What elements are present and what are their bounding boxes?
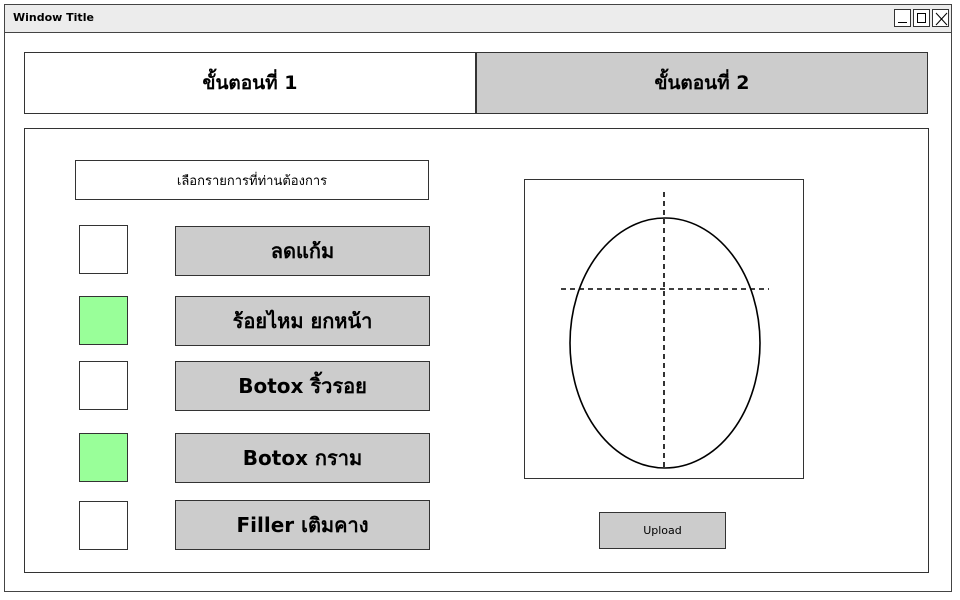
upload-button-label: Upload — [643, 524, 682, 537]
tab-step-2[interactable]: ขั้นตอนที่ 2 — [476, 52, 928, 114]
minimize-icon[interactable] — [894, 9, 911, 27]
option-label-5: Filler เติมคาง — [236, 513, 369, 537]
tab-step-1[interactable]: ขั้นตอนที่ 1 — [24, 52, 476, 114]
option-checkbox-4[interactable] — [79, 433, 128, 482]
option-label-2: ร้อยไหม ยกหน้า — [232, 309, 373, 333]
window-controls — [894, 9, 949, 27]
option-label-1: ลดแก้ม — [270, 239, 335, 263]
option-checkbox-3[interactable] — [79, 361, 128, 410]
option-button-1[interactable]: ลดแก้ม — [175, 226, 430, 276]
selection-prompt: เลือกรายการที่ท่านต้องการ — [75, 160, 429, 200]
option-label-3: Botox ริ้วรอย — [238, 374, 367, 398]
window-title: Window Title — [13, 11, 94, 24]
face-preview — [524, 179, 804, 479]
tab-step-2-label: ขั้นตอนที่ 2 — [654, 72, 750, 94]
option-checkbox-5[interactable] — [79, 501, 128, 550]
face-outline-icon — [561, 192, 769, 469]
option-label-4: Botox กราม — [242, 446, 363, 470]
tab-step-1-label: ขั้นตอนที่ 1 — [202, 72, 298, 94]
selection-prompt-text: เลือกรายการที่ท่านต้องการ — [176, 173, 328, 189]
maximize-icon[interactable] — [913, 9, 930, 27]
option-checkbox-1[interactable] — [79, 225, 128, 274]
upload-button[interactable]: Upload — [599, 512, 726, 549]
option-button-5[interactable]: Filler เติมคาง — [175, 500, 430, 550]
close-icon[interactable] — [932, 9, 949, 27]
option-button-3[interactable]: Botox ริ้วรอย — [175, 361, 430, 411]
title-bar: Window Title — [5, 5, 951, 33]
option-button-2[interactable]: ร้อยไหม ยกหน้า — [175, 296, 430, 346]
option-checkbox-2[interactable] — [79, 296, 128, 345]
option-button-4[interactable]: Botox กราม — [175, 433, 430, 483]
